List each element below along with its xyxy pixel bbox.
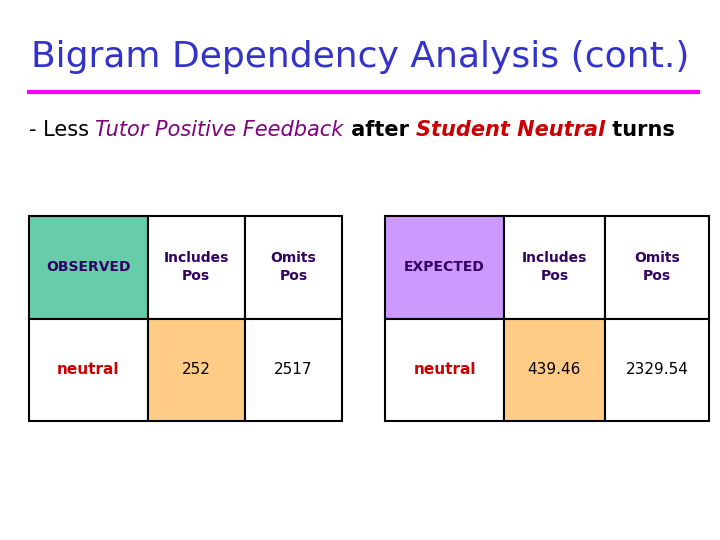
Bar xyxy=(148,319,245,421)
Text: Omits
Pos: Omits Pos xyxy=(271,251,316,284)
Text: after: after xyxy=(344,119,416,140)
Bar xyxy=(605,319,709,421)
Text: Tutor Positive Feedback: Tutor Positive Feedback xyxy=(96,119,344,140)
Text: Student Neutral: Student Neutral xyxy=(416,119,606,140)
Text: EXPECTED: EXPECTED xyxy=(404,260,485,274)
Bar xyxy=(385,216,504,319)
Text: - Less: - Less xyxy=(29,119,96,140)
Text: neutral: neutral xyxy=(57,362,120,377)
Bar xyxy=(245,319,342,421)
Bar xyxy=(245,216,342,319)
Text: turns: turns xyxy=(606,119,675,140)
Bar xyxy=(385,319,504,421)
Bar xyxy=(504,319,605,421)
Text: 2329.54: 2329.54 xyxy=(626,362,688,377)
Text: OBSERVED: OBSERVED xyxy=(46,260,130,274)
Text: Includes
Pos: Includes Pos xyxy=(522,251,587,284)
Bar xyxy=(148,216,245,319)
Text: Omits
Pos: Omits Pos xyxy=(634,251,680,284)
Bar xyxy=(29,319,148,421)
Text: neutral: neutral xyxy=(413,362,476,377)
Bar xyxy=(605,216,709,319)
Text: 252: 252 xyxy=(181,362,211,377)
Text: 439.46: 439.46 xyxy=(528,362,581,377)
Text: Bigram Dependency Analysis (cont.): Bigram Dependency Analysis (cont.) xyxy=(31,40,689,73)
Bar xyxy=(504,216,605,319)
Bar xyxy=(29,216,148,319)
Text: Includes
Pos: Includes Pos xyxy=(163,251,229,284)
Text: 2517: 2517 xyxy=(274,362,312,377)
